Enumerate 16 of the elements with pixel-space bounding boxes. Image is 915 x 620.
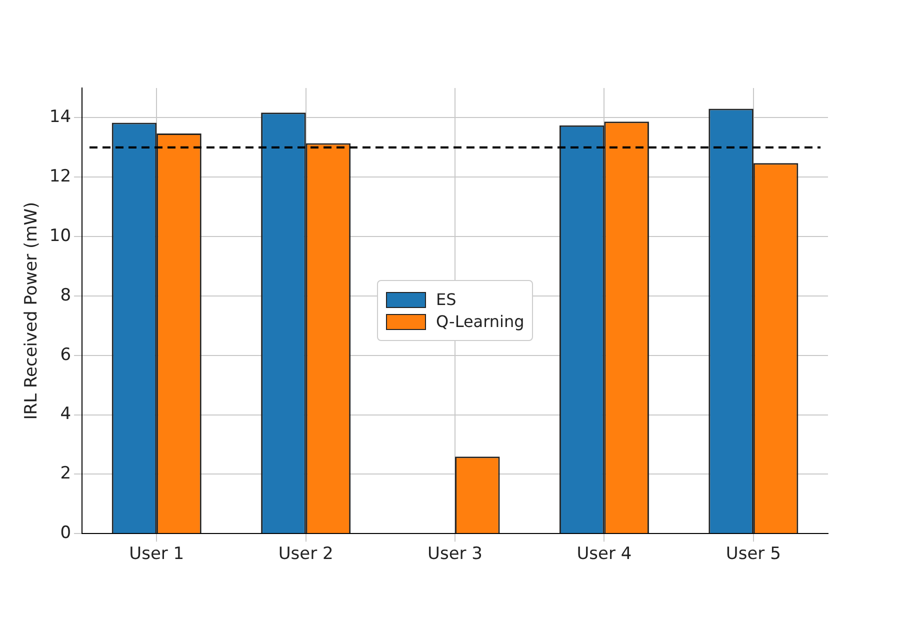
y-tick-label: 0 (60, 523, 72, 544)
y-tick-label: 12 (49, 166, 72, 187)
legend-label: ES (436, 290, 456, 310)
y-tick-label: 6 (60, 344, 72, 365)
x-tick-label: User 1 (129, 544, 184, 564)
x-tick-label: User 5 (726, 544, 781, 564)
y-tick-label: 2 (60, 464, 72, 484)
x-tick-label: User 2 (278, 544, 334, 564)
y-tick-label: 14 (49, 107, 72, 128)
x-tick-label: User 4 (576, 544, 632, 564)
y-tick-label: 8 (60, 285, 72, 306)
x-tick-label: User 3 (428, 544, 482, 564)
legend-label: Q-Learning (436, 312, 524, 332)
y-tick-label: 10 (49, 226, 72, 246)
y-tick-label: 4 (60, 404, 72, 424)
y-axis-title: IRL Received Power (mW) (22, 202, 42, 420)
